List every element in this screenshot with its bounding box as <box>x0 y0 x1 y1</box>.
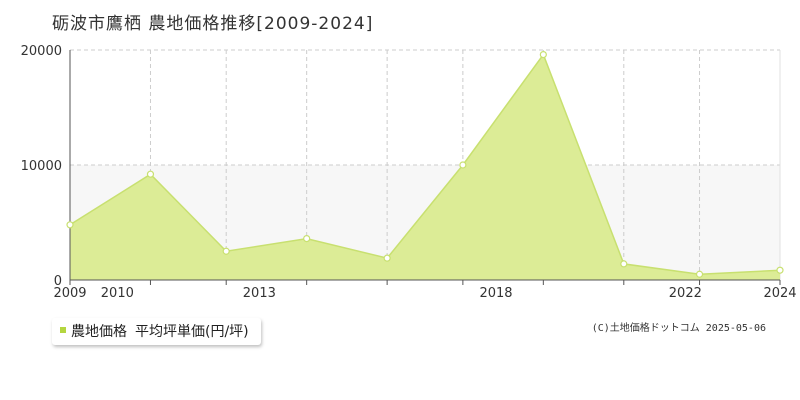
legend-series-label: 農地価格 <box>71 324 127 340</box>
data-point <box>303 235 311 243</box>
x-tick-label: 2013 <box>243 286 276 301</box>
x-tick-label: 2022 <box>669 286 702 301</box>
data-point <box>146 170 155 178</box>
y-tick-label: 10000 <box>21 159 62 174</box>
data-point <box>459 161 467 169</box>
data-point <box>383 254 391 262</box>
legend-unit-label: 平均坪単価(円/坪) <box>135 324 249 340</box>
data-point <box>222 247 230 255</box>
y-tick-label: 0 <box>54 274 62 289</box>
series-line <box>69 53 781 276</box>
x-tick-label: 2024 <box>763 286 796 301</box>
data-point <box>776 266 784 274</box>
x-tick-label: 2010 <box>101 286 134 301</box>
series-area-fill <box>70 54 780 280</box>
x-tick-label: 2009 <box>53 286 86 301</box>
data-point <box>695 270 704 278</box>
legend-swatch <box>60 327 66 333</box>
copyright-notice: (C)土地価格ドットコム 2025-05-06 <box>591 323 766 334</box>
legend: 農地価格 平均坪単価(円/坪) <box>52 318 261 345</box>
chart-title: 砺波市鷹栖 農地価格推移[2009-2024] <box>52 14 374 34</box>
data-point <box>539 50 547 59</box>
x-tick-label: 2018 <box>479 286 512 301</box>
data-point <box>66 221 74 229</box>
y-tick-label: 20000 <box>21 44 62 59</box>
data-point <box>620 260 628 268</box>
